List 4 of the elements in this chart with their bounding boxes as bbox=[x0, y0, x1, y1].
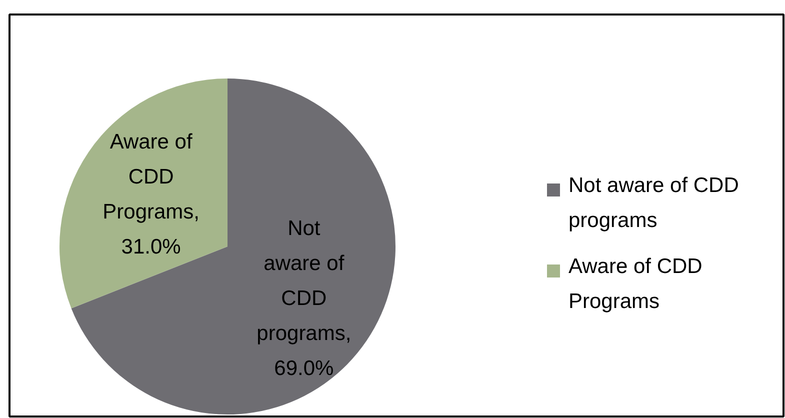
legend-label: Aware of CDD Programs bbox=[568, 255, 702, 314]
legend-label: Not aware of CDD programs bbox=[568, 174, 739, 232]
data-label: Aware of CDD Programs, 31.0% bbox=[102, 130, 200, 259]
data-label: Not aware of CDD programs, 69.0% bbox=[256, 216, 352, 380]
